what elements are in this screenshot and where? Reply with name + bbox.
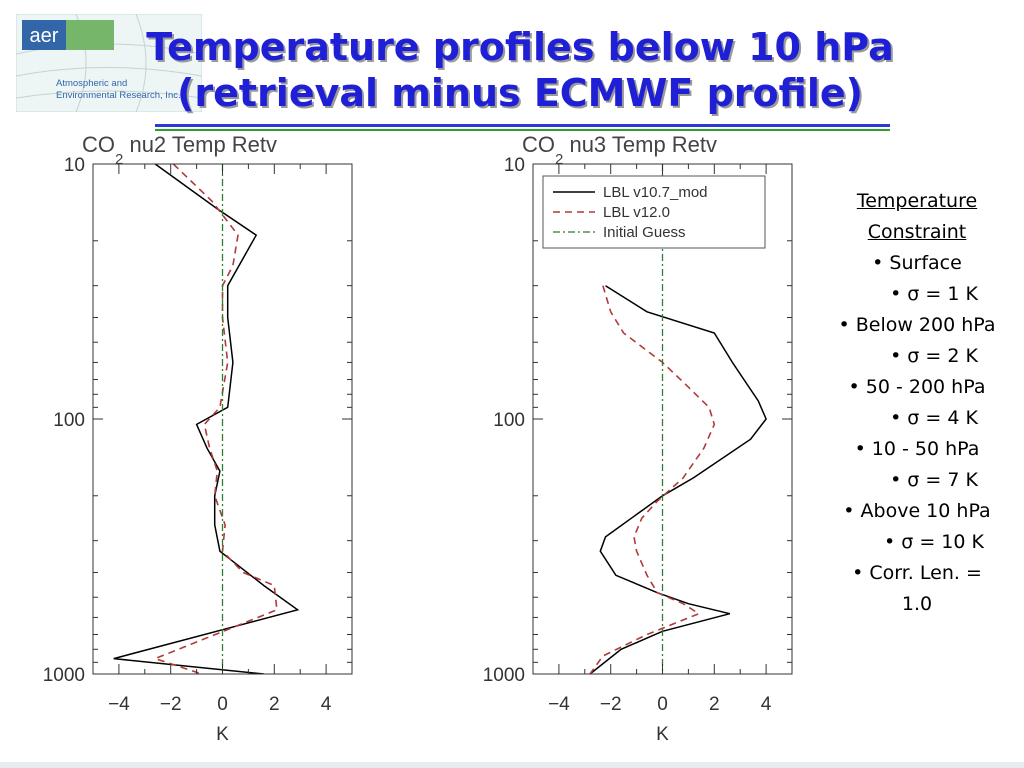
series-line-dashed xyxy=(589,285,716,674)
constraint-label: • Surface xyxy=(872,252,962,274)
constraint-heading-line2: Constraint xyxy=(867,221,967,243)
aer-logo: aer Atmospheric and Environmental Resear… xyxy=(16,14,202,112)
legend-label: LBL v10.7_mod xyxy=(603,184,708,201)
x-tick-label: 2 xyxy=(269,694,280,715)
constraint-label: • Below 200 hPa xyxy=(838,314,996,336)
constraint-item: • 50 - 200 hPa • σ = 4 K xyxy=(812,372,1022,434)
constraint-item: • Below 200 hPa • σ = 2 K xyxy=(812,310,1022,372)
corr-len-line1: • Corr. Len. = xyxy=(852,562,982,584)
legend: LBL v10.7_mod LBL v12.0 Initial Guess xyxy=(542,175,766,249)
y-tick-label: 1000 xyxy=(43,665,85,686)
logo-line2: Environmental Research, Inc. xyxy=(56,90,181,101)
x-tick-label: 2 xyxy=(709,694,720,715)
x-tick-label: −2 xyxy=(160,694,182,715)
x-tick-label: −4 xyxy=(548,694,570,715)
chart-nu2: CO2 nu2 Temp Retv −4 −2 0 2 4 K 10 100 1000 xyxy=(43,132,353,745)
x-tick-label: 0 xyxy=(217,694,228,715)
title-line-2: (retrieval minus ECMWF profile) xyxy=(177,71,863,115)
constraint-sigma: • σ = 2 K xyxy=(890,345,978,367)
constraint-item: • Surface • σ = 1 K xyxy=(812,248,1022,310)
logo-line1: Atmospheric and xyxy=(56,78,127,89)
constraint-sigma: • σ = 7 K xyxy=(890,469,978,491)
constraint-sigma: • σ = 4 K xyxy=(890,407,978,429)
y-tick-label: 10 xyxy=(64,155,85,176)
legend-label: LBL v12.0 xyxy=(603,204,670,221)
constraint-heading-line1: Temperature xyxy=(856,190,978,212)
constraint-label: • 50 - 200 hPa xyxy=(848,376,986,398)
x-tick-label: −4 xyxy=(108,694,130,715)
x-tick-label: −2 xyxy=(600,694,622,715)
y-tick-label: 1000 xyxy=(483,665,525,686)
series-line-solid xyxy=(113,164,300,674)
x-tick-label: 0 xyxy=(657,694,668,715)
title-rule-blue xyxy=(155,124,890,127)
constraint-label: • Above 10 hPa xyxy=(843,500,991,522)
logo-wordmark: aer xyxy=(30,25,59,47)
constraint-item: • Above 10 hPa • σ = 10 K xyxy=(812,496,1022,558)
x-axis-label: K xyxy=(656,724,669,745)
chart-nu3: CO2 nu3 Temp Retv −4 −2 0 2 4 K 10 100 1000 LBL v1… xyxy=(483,132,793,745)
constraint-panel: Temperature Constraint • Surface • σ = 1… xyxy=(812,186,1022,620)
y-tick-label: 100 xyxy=(493,410,525,431)
footer-band xyxy=(0,762,1024,768)
corr-len-line2: 1.0 xyxy=(901,593,933,615)
y-tick-label: 10 xyxy=(504,155,525,176)
x-tick-label: 4 xyxy=(321,694,332,715)
title-line-1: Temperature profiles below 10 hPa xyxy=(146,25,894,69)
series-line-solid xyxy=(589,285,767,674)
constraint-sigma: • σ = 1 K xyxy=(890,283,978,305)
chart-title: CO2 nu3 Temp Retv xyxy=(522,132,717,168)
chart-title: CO2 nu2 Temp Retv xyxy=(82,132,277,168)
y-tick-label: 100 xyxy=(53,410,85,431)
title-rule-green xyxy=(155,129,890,131)
x-tick-label: 4 xyxy=(761,694,772,715)
legend-label: Initial Guess xyxy=(603,224,686,241)
constraint-item: • 10 - 50 hPa • σ = 7 K xyxy=(812,434,1022,496)
slide-title: Temperature profiles below 10 hPa (retri… xyxy=(130,24,910,116)
series-line-dashed xyxy=(152,164,278,674)
constraint-sigma: • σ = 10 K xyxy=(884,531,984,553)
constraint-label: • 10 - 50 hPa xyxy=(854,438,980,460)
x-axis-label: K xyxy=(216,724,229,745)
